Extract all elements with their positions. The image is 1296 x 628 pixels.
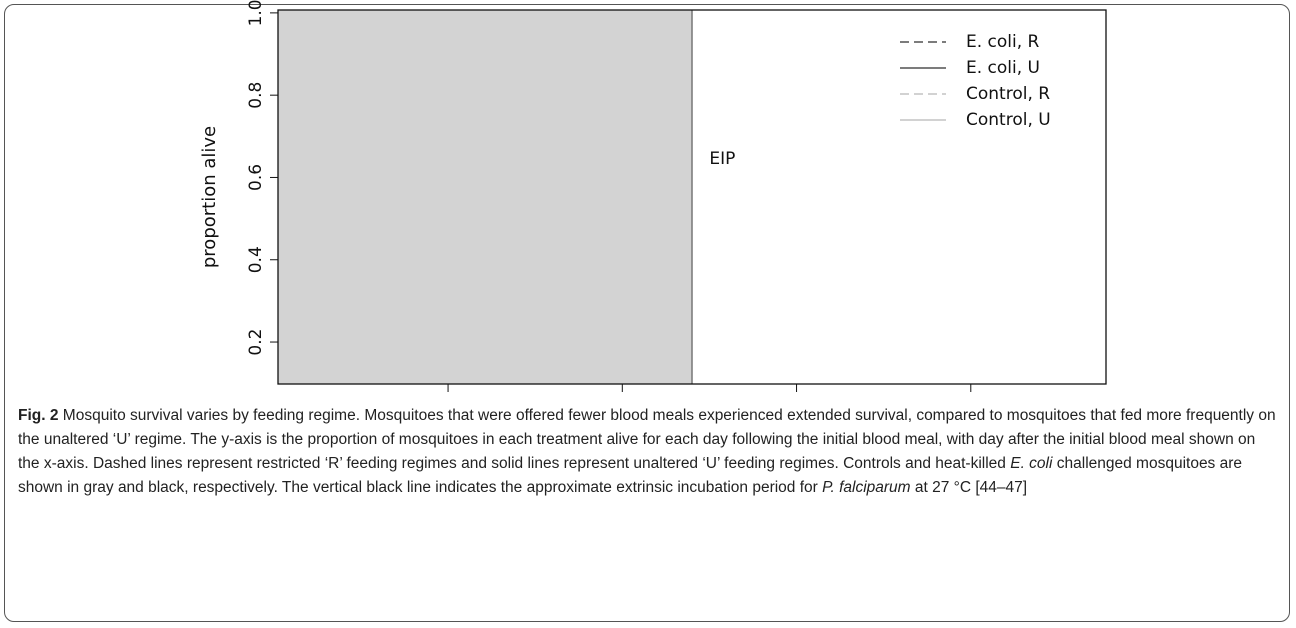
caption-text: at 27 °C [44–47] [910, 479, 1028, 496]
shaded-region [278, 10, 692, 384]
caption-italic: P. falciparum [822, 479, 911, 496]
figure-frame [4, 4, 1290, 622]
caption-text: Mosquito survival varies by feeding regi… [18, 407, 1276, 472]
legend-label: E. coli, R [966, 32, 1040, 52]
y-tick-label: 0.2 [246, 329, 266, 356]
caption-italic: E. coli [1010, 455, 1053, 472]
y-tick-label: 1.0 [246, 0, 266, 26]
y-tick-label: 0.6 [246, 164, 266, 191]
legend-label: Control, R [966, 84, 1050, 104]
legend-label: E. coli, U [966, 58, 1040, 78]
y-tick-label: 0.4 [246, 246, 266, 273]
legend-label: Control, U [966, 110, 1051, 130]
caption-text: challenged mosquitoes are shown in gray … [18, 455, 1243, 496]
caption-label: Fig. 2 [18, 407, 59, 424]
y-tick-label: 0.8 [246, 82, 266, 109]
annotation: EIP [709, 149, 735, 169]
plot-border [277, 9, 1107, 385]
caption: Fig. 2 Mosquito survival varies by feedi… [18, 404, 1280, 500]
y-axis-label: proportion alive [199, 126, 220, 268]
